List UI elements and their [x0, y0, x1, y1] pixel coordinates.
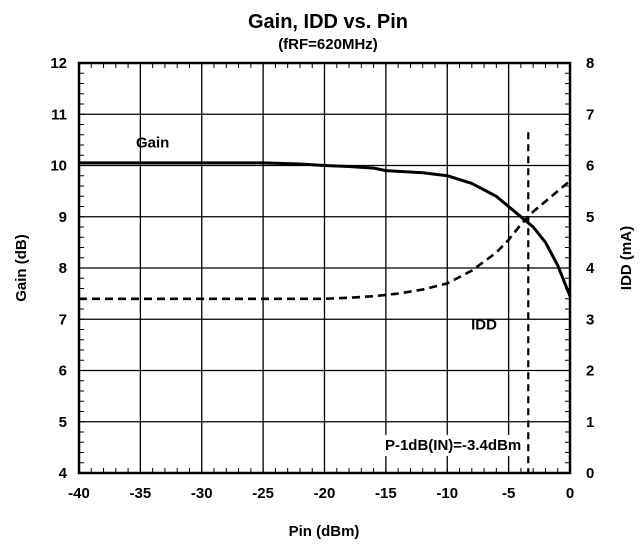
grid: [79, 63, 570, 473]
y-left-tick-label: 4: [59, 465, 68, 482]
y-axis-left-label: Gain (dB): [13, 234, 30, 302]
y-left-tick-label: 10: [50, 158, 67, 175]
plot-frame: [77, 61, 572, 475]
y-left-tick-label: 9: [59, 209, 67, 226]
x-tick-label: -25: [252, 485, 274, 502]
y-right-tick-label: 7: [586, 106, 594, 123]
y-left-tick-label: 7: [59, 311, 67, 328]
x-tick-label: 0: [566, 485, 574, 502]
x-tick-label: -20: [314, 485, 336, 502]
chart-subtitle: (fRF=620MHz): [278, 36, 378, 53]
annotation-label: Gain: [136, 135, 169, 152]
x-tick-label: -40: [68, 485, 90, 502]
x-axis-label: Pin (dBm): [289, 523, 360, 540]
y-right-tick-label: 6: [586, 158, 594, 175]
y-right-tick-label: 3: [586, 311, 594, 328]
y-left-tick-label: 6: [59, 363, 67, 380]
x-tick-label: -30: [191, 485, 213, 502]
y-right-tick-label: 2: [586, 363, 594, 380]
y-axis-right-label: IDD (mA): [618, 226, 635, 290]
series-line-idd: [79, 179, 571, 301]
tick-labels: -40 -35 -30 -25 -20 -15 -10 -5 04567891011120123…: [50, 55, 595, 502]
y-left-tick-label: 8: [59, 260, 67, 277]
y-right-tick-label: 5: [586, 209, 594, 226]
series-line-gain: [79, 161, 572, 297]
y-right-tick-label: 8: [586, 55, 594, 72]
x-tick-label: -5: [502, 485, 515, 502]
y-right-tick-label: 4: [586, 260, 595, 277]
p1db-label-background: [380, 434, 525, 456]
y-left-tick-label: 5: [59, 414, 67, 431]
x-tick-label: -15: [375, 485, 397, 502]
chart-title: Gain, IDD vs. Pin: [248, 11, 408, 33]
annotations: Gain IDD P-1dB(IN)=-3.4dBm: [136, 135, 525, 456]
x-tick-label: -10: [436, 485, 458, 502]
p1db-label: P-1dB(IN)=-3.4dBm: [385, 437, 521, 454]
y-right-tick-label: 0: [586, 465, 594, 482]
y-left-tick-label: 12: [50, 55, 67, 72]
series-layer: [79, 132, 572, 473]
x-tick-label: -35: [130, 485, 152, 502]
y-right-tick-label: 1: [586, 414, 594, 431]
y-left-tick-label: 11: [51, 106, 67, 123]
annotation-label: IDD: [471, 317, 497, 334]
